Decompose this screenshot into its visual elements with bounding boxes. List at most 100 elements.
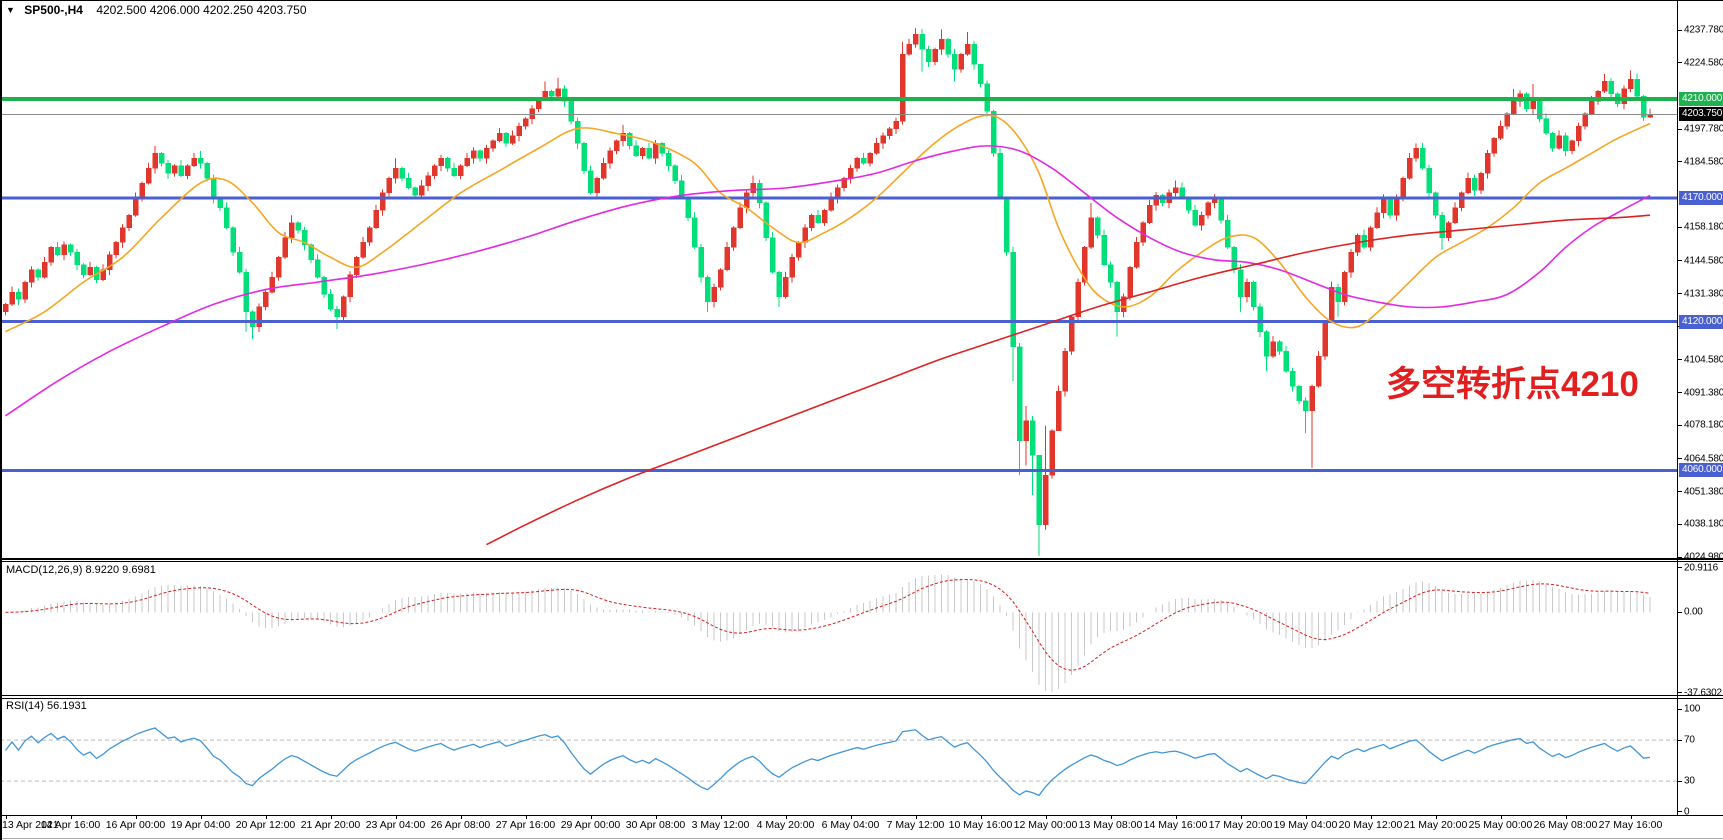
main-macd-separator[interactable] [0,558,1723,560]
time-label: 26 May 08:00 [1533,819,1598,831]
time-tick-mark [1305,816,1307,819]
time-label: 21 May 20:00 [1403,819,1468,831]
price-tick-label: 4131.380 [1684,288,1723,300]
macd-tick-mark [1677,692,1682,694]
rsi-current-value: 56.1931 [46,700,87,712]
candles-layer [2,28,1653,556]
time-label: 21 Apr 20:00 [300,819,361,831]
moving-averages-layer [5,114,1651,546]
ohlc-values: 4202.500 4206.000 4202.250 4203.750 [96,3,307,17]
time-tick-mark [460,816,462,819]
time-tick-mark [200,816,202,819]
price-badge-4170.000: 4170.000 [1679,190,1723,205]
time-tick-mark [1175,816,1177,819]
price-tick-mark [1677,359,1682,361]
time-tick-mark [1630,816,1632,819]
rsi-layer [0,727,1677,797]
price-tick-mark [1677,260,1682,262]
time-label: 27 Apr 16:00 [495,819,556,831]
macd-axis-label: -37.6302 [1684,687,1722,699]
rsi-name: RSI(14) [6,700,44,712]
time-tick-mark [265,816,267,819]
time-label: 19 Apr 04:00 [170,819,231,831]
price-tick-mark [1677,458,1682,460]
time-label: 4 May 20:00 [756,819,815,831]
window-bottom-edge [0,838,1723,839]
price-tick-mark [1677,424,1682,426]
macd-rsi-separator[interactable] [0,695,1723,696]
price-tick-mark [1677,556,1682,558]
time-tick-mark [1370,816,1372,819]
time-label: 13 May 08:00 [1078,819,1143,831]
macd-tick-mark [1677,611,1682,613]
price-tick-label: 4104.580 [1684,354,1723,366]
time-tick-mark [915,816,917,819]
time-tick-mark [5,816,7,819]
window-top-border [0,0,1723,1]
price-tick-label: 4158.180 [1684,221,1723,233]
ma-fast-orange [5,114,1651,333]
time-tick-mark [1435,816,1437,819]
ma-slow-red [486,214,1651,546]
time-label: 6 May 04:00 [821,819,880,831]
symbol-period-label: SP500-,H4 [24,3,83,17]
time-tick-mark [980,816,982,819]
price-tick-label: 4038.180 [1684,518,1723,530]
rsi-line [4,727,1651,797]
chart-text-annotation: 多空转折点4210 [1386,365,1639,404]
price-tick-label: 4224.580 [1684,57,1723,69]
price-tick-mark [1677,161,1682,163]
price-tick-label: 4184.580 [1684,156,1723,168]
price-tick-label: 4197.780 [1684,123,1723,135]
time-label: 17 May 20:00 [1208,819,1273,831]
rsi-tick-mark [1677,708,1682,710]
time-label: 23 Apr 04:00 [365,819,426,831]
rsi-bottom-border [0,815,1723,816]
time-tick-mark [70,816,72,819]
macd-name: MACD(12,26,9) [6,564,83,576]
time-label: 12 May 00:00 [1013,819,1078,831]
time-tick-mark [590,816,592,819]
rsi-axis-label: 100 [1684,703,1701,715]
time-label: 14 Apr 16:00 [40,819,101,831]
time-tick-mark [1565,816,1567,819]
time-tick-mark [785,816,787,819]
time-tick-mark [1110,816,1112,819]
price-badge-4060.000: 4060.000 [1679,463,1723,478]
window-left-border [0,0,2,840]
price-tick-label: 4144.580 [1684,255,1723,267]
time-tick-mark [720,816,722,819]
time-label: 29 Apr 00:00 [560,819,621,831]
price-tick-mark [1677,491,1682,493]
price-tick-label: 4078.180 [1684,419,1723,431]
rsi-tick-mark [1677,811,1682,813]
time-label: 3 May 12:00 [691,819,750,831]
price-tick-mark [1677,226,1682,228]
price-badge-4210.000: 4210.000 [1679,91,1723,106]
macd-axis-label: 0.00 [1684,606,1703,618]
rsi-axis-label: 0 [1684,806,1690,818]
time-tick-mark [1240,816,1242,819]
macd-panel-top-border [0,561,1723,562]
price-tick-mark [1677,392,1682,394]
time-label: 7 May 12:00 [886,819,945,831]
price-tick-label: 4064.580 [1684,453,1723,465]
time-label: 10 May 16:00 [948,819,1013,831]
macd-axis-label: 20.9116 [1684,562,1719,574]
price-tick-mark [1677,523,1682,525]
price-tick-label: 4024.980 [1684,551,1723,563]
time-label: 16 Apr 00:00 [105,819,166,831]
macd-tick-mark [1677,567,1682,569]
time-tick-mark [395,816,397,819]
ma-mid-magenta [5,145,1651,417]
rsi-indicator-label: RSI(14) 56.1931 [6,700,87,712]
time-label: 30 Apr 08:00 [625,819,686,831]
time-tick-mark [330,816,332,819]
symbol-dropdown-icon[interactable]: ▼ [6,5,15,15]
macd-indicator-label: MACD(12,26,9) 8.9220 9.6981 [6,564,156,576]
time-label: 13 Apr 2021 [2,819,59,831]
time-label: 19 May 04:00 [1273,819,1338,831]
time-tick-mark [655,816,657,819]
